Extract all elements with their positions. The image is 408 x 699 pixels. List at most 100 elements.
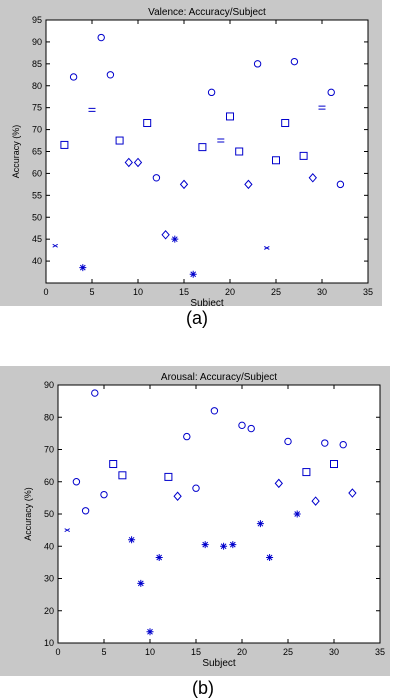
valence-point-subject-20 xyxy=(226,112,234,121)
y-tick-label: 75 xyxy=(32,103,42,113)
valence-point-subject-17 xyxy=(198,143,207,152)
valence-point-subject-5 xyxy=(88,107,96,112)
valence-point-subject-27 xyxy=(290,57,299,66)
valence-point-subject-16 xyxy=(189,270,197,278)
arousal-point-subject-19 xyxy=(229,541,237,549)
arousal-point-subject-14 xyxy=(183,432,191,441)
valence-point-subject-12 xyxy=(152,174,161,182)
valence-point-subject-4 xyxy=(79,264,87,272)
x-tick-label: 0 xyxy=(43,287,48,297)
arousal-point-subject-2 xyxy=(72,478,81,486)
arousal-point-subject-26 xyxy=(293,510,301,518)
valence-point-subject-18 xyxy=(207,88,216,97)
y-tick-label: 70 xyxy=(32,125,42,135)
valence-point-subject-14 xyxy=(171,235,179,243)
x-tick-label: 20 xyxy=(237,647,247,657)
valence-point-subject-26 xyxy=(281,119,290,128)
arousal-point-subject-23 xyxy=(266,554,274,562)
valence-point-subject-22 xyxy=(244,179,253,190)
y-tick-label: 55 xyxy=(32,190,42,200)
x-tick-label: 10 xyxy=(145,647,155,657)
y-tick-label: 30 xyxy=(44,574,54,584)
y-axis-label: Accuracy (%) xyxy=(11,125,21,179)
valence-point-subject-2 xyxy=(60,140,69,149)
x-tick-label: 15 xyxy=(179,287,189,297)
y-tick-label: 40 xyxy=(44,541,54,551)
valence-point-subject-10 xyxy=(133,157,143,168)
arousal-point-subject-3 xyxy=(81,507,90,515)
chart-title: Arousal: Accuracy/Subject xyxy=(161,372,277,383)
arousal-scatter-chart: Arousal: Accuracy/Subject 0 5 10 15 20 25 30 35 1… xyxy=(0,366,390,676)
arousal-point-subject-16 xyxy=(201,541,209,549)
valence-point-subject-13 xyxy=(161,230,170,240)
arousal-point-subject-31 xyxy=(339,440,347,449)
arousal-point-subject-32 xyxy=(348,488,357,498)
y-tick-label: 70 xyxy=(44,445,54,455)
valence-point-subject-25 xyxy=(272,156,280,165)
x-axis-label: Subject xyxy=(202,658,236,669)
valence-point-subject-7 xyxy=(106,71,115,79)
valence-figure: Valence: Accuracy/Subject 0 5 10 15 20 25 30 35 4… xyxy=(0,0,382,309)
arousal-point-subject-28 xyxy=(311,496,320,506)
arousal-figure: Arousal: Accuracy/Subject 0 5 10 15 20 25 30 35 1… xyxy=(0,366,390,676)
valence-point-subject-29 xyxy=(308,173,317,183)
arousal-point-subject-9 xyxy=(137,579,145,587)
valence-point-subject-3 xyxy=(69,73,78,81)
valence-scatter-chart: Valence: Accuracy/Subject 0 5 10 15 20 25 30 35 4… xyxy=(0,0,382,309)
x-tick-label: 35 xyxy=(363,287,373,297)
y-tick-label: 65 xyxy=(32,147,42,157)
valence-point-subject-32 xyxy=(336,180,345,189)
y-axis-label: Accuracy (%) xyxy=(23,487,33,541)
arousal-point-subject-17 xyxy=(210,407,219,415)
y-tick-label: 85 xyxy=(32,59,42,69)
valence-point-subject-15 xyxy=(179,179,189,190)
y-tick-label: 10 xyxy=(44,638,54,648)
arousal-point-subject-18 xyxy=(220,542,228,550)
y-tick-label: 80 xyxy=(44,412,54,422)
valence-point-subject-31 xyxy=(327,88,335,97)
x-tick-label: 30 xyxy=(329,647,339,657)
valence-point-subject-6 xyxy=(97,33,105,42)
arousal-point-subject-30 xyxy=(330,460,338,469)
arousal-point-subject-29 xyxy=(321,439,329,447)
x-tick-label: 30 xyxy=(317,287,327,297)
valence-point-subject-28 xyxy=(299,151,308,160)
x-tick-label: 35 xyxy=(375,647,385,657)
valence-point-subject-8 xyxy=(115,136,124,145)
valence-point-subject-24 xyxy=(264,246,270,250)
valence-point-subject-30 xyxy=(318,105,326,110)
x-tick-label: 25 xyxy=(271,287,281,297)
arousal-point-subject-27 xyxy=(302,468,311,477)
arousal-point-subject-21 xyxy=(247,424,255,433)
arousal-point-subject-7 xyxy=(118,471,127,480)
x-tick-label: 25 xyxy=(283,647,293,657)
plot-area xyxy=(45,19,369,284)
arousal-point-subject-1 xyxy=(64,528,70,533)
y-tick-label: 40 xyxy=(32,256,42,266)
arousal-point-subject-11 xyxy=(155,554,163,562)
valence-point-subject-9 xyxy=(124,157,133,168)
plot-area xyxy=(57,384,381,644)
y-tick-label: 60 xyxy=(44,477,54,487)
y-tick-label: 45 xyxy=(32,234,42,244)
panel-label-a: (a) xyxy=(186,308,208,328)
y-tick-label: 60 xyxy=(32,168,42,178)
valence-point-subject-19 xyxy=(217,138,225,143)
y-tick-label: 50 xyxy=(32,212,42,222)
arousal-point-subject-13 xyxy=(173,491,182,502)
arousal-point-subject-4 xyxy=(91,389,99,397)
x-tick-label: 10 xyxy=(133,287,143,297)
x-tick-label: 5 xyxy=(89,287,94,297)
y-tick-label: 90 xyxy=(44,380,54,390)
valence-point-subject-23 xyxy=(253,60,262,68)
x-tick-label: 0 xyxy=(55,647,60,657)
valence-point-subject-1 xyxy=(52,243,58,248)
x-tick-label: 15 xyxy=(191,647,201,657)
arousal-point-subject-15 xyxy=(192,484,200,492)
y-tick-label: 50 xyxy=(44,509,54,519)
arousal-point-subject-6 xyxy=(109,460,118,469)
y-tick-label: 80 xyxy=(32,81,42,91)
x-tick-label: 5 xyxy=(101,647,106,657)
arousal-point-subject-8 xyxy=(128,536,136,544)
y-tick-label: 20 xyxy=(44,606,54,616)
